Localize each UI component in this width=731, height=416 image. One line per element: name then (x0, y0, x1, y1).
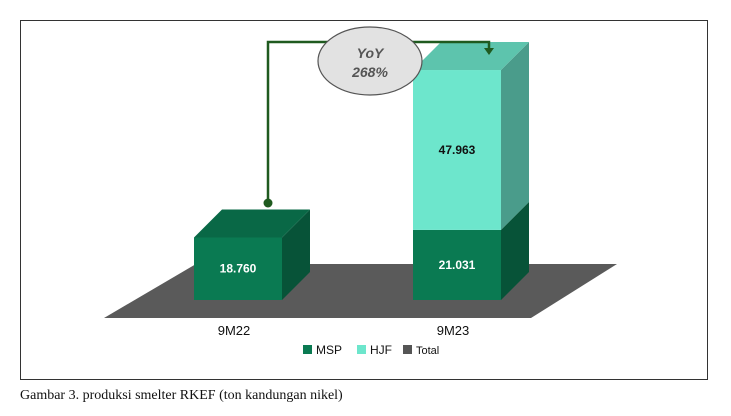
figure-caption: Gambar 3. produksi smelter RKEF (ton kan… (20, 388, 343, 403)
yoy-bubble (317, 26, 423, 96)
yoy-label: YoY (357, 45, 385, 61)
yoy-start-dot (263, 198, 273, 208)
yoy-value: 268% (351, 64, 388, 80)
yoy-arrowhead (484, 48, 494, 55)
bar-side-msp-9m23 (501, 201, 529, 300)
bars-group (194, 42, 529, 300)
yoy-connector: YoY 268% (263, 26, 494, 208)
data-label-msp-9m23: 21.031 (439, 258, 476, 272)
category-label-9m23: 9M23 (437, 323, 470, 338)
legend-swatch-total (403, 345, 412, 354)
legend-swatch-hjf (357, 345, 366, 354)
bar-side-hjf-9m23 (501, 42, 529, 230)
chart-floor (104, 264, 617, 318)
bar-side-msp-9m22 (282, 209, 310, 300)
legend: MSP HJF Total (303, 343, 439, 357)
bar-msp-9m23 (413, 229, 501, 300)
bar-msp-9m22 (194, 237, 282, 300)
bar-top-9m23 (413, 42, 529, 71)
bar-top-9m22 (194, 209, 310, 238)
legend-swatch-msp (303, 345, 312, 354)
legend-label-hjf: HJF (370, 343, 392, 357)
legend-label-total: Total (416, 345, 439, 357)
data-label-hjf-9m23: 47.963 (439, 143, 476, 157)
legend-label-msp: MSP (316, 343, 342, 357)
data-label-msp-9m22: 18.760 (220, 262, 257, 276)
bar-hjf-9m23 (413, 70, 501, 230)
category-label-9m22: 9M22 (218, 323, 251, 338)
